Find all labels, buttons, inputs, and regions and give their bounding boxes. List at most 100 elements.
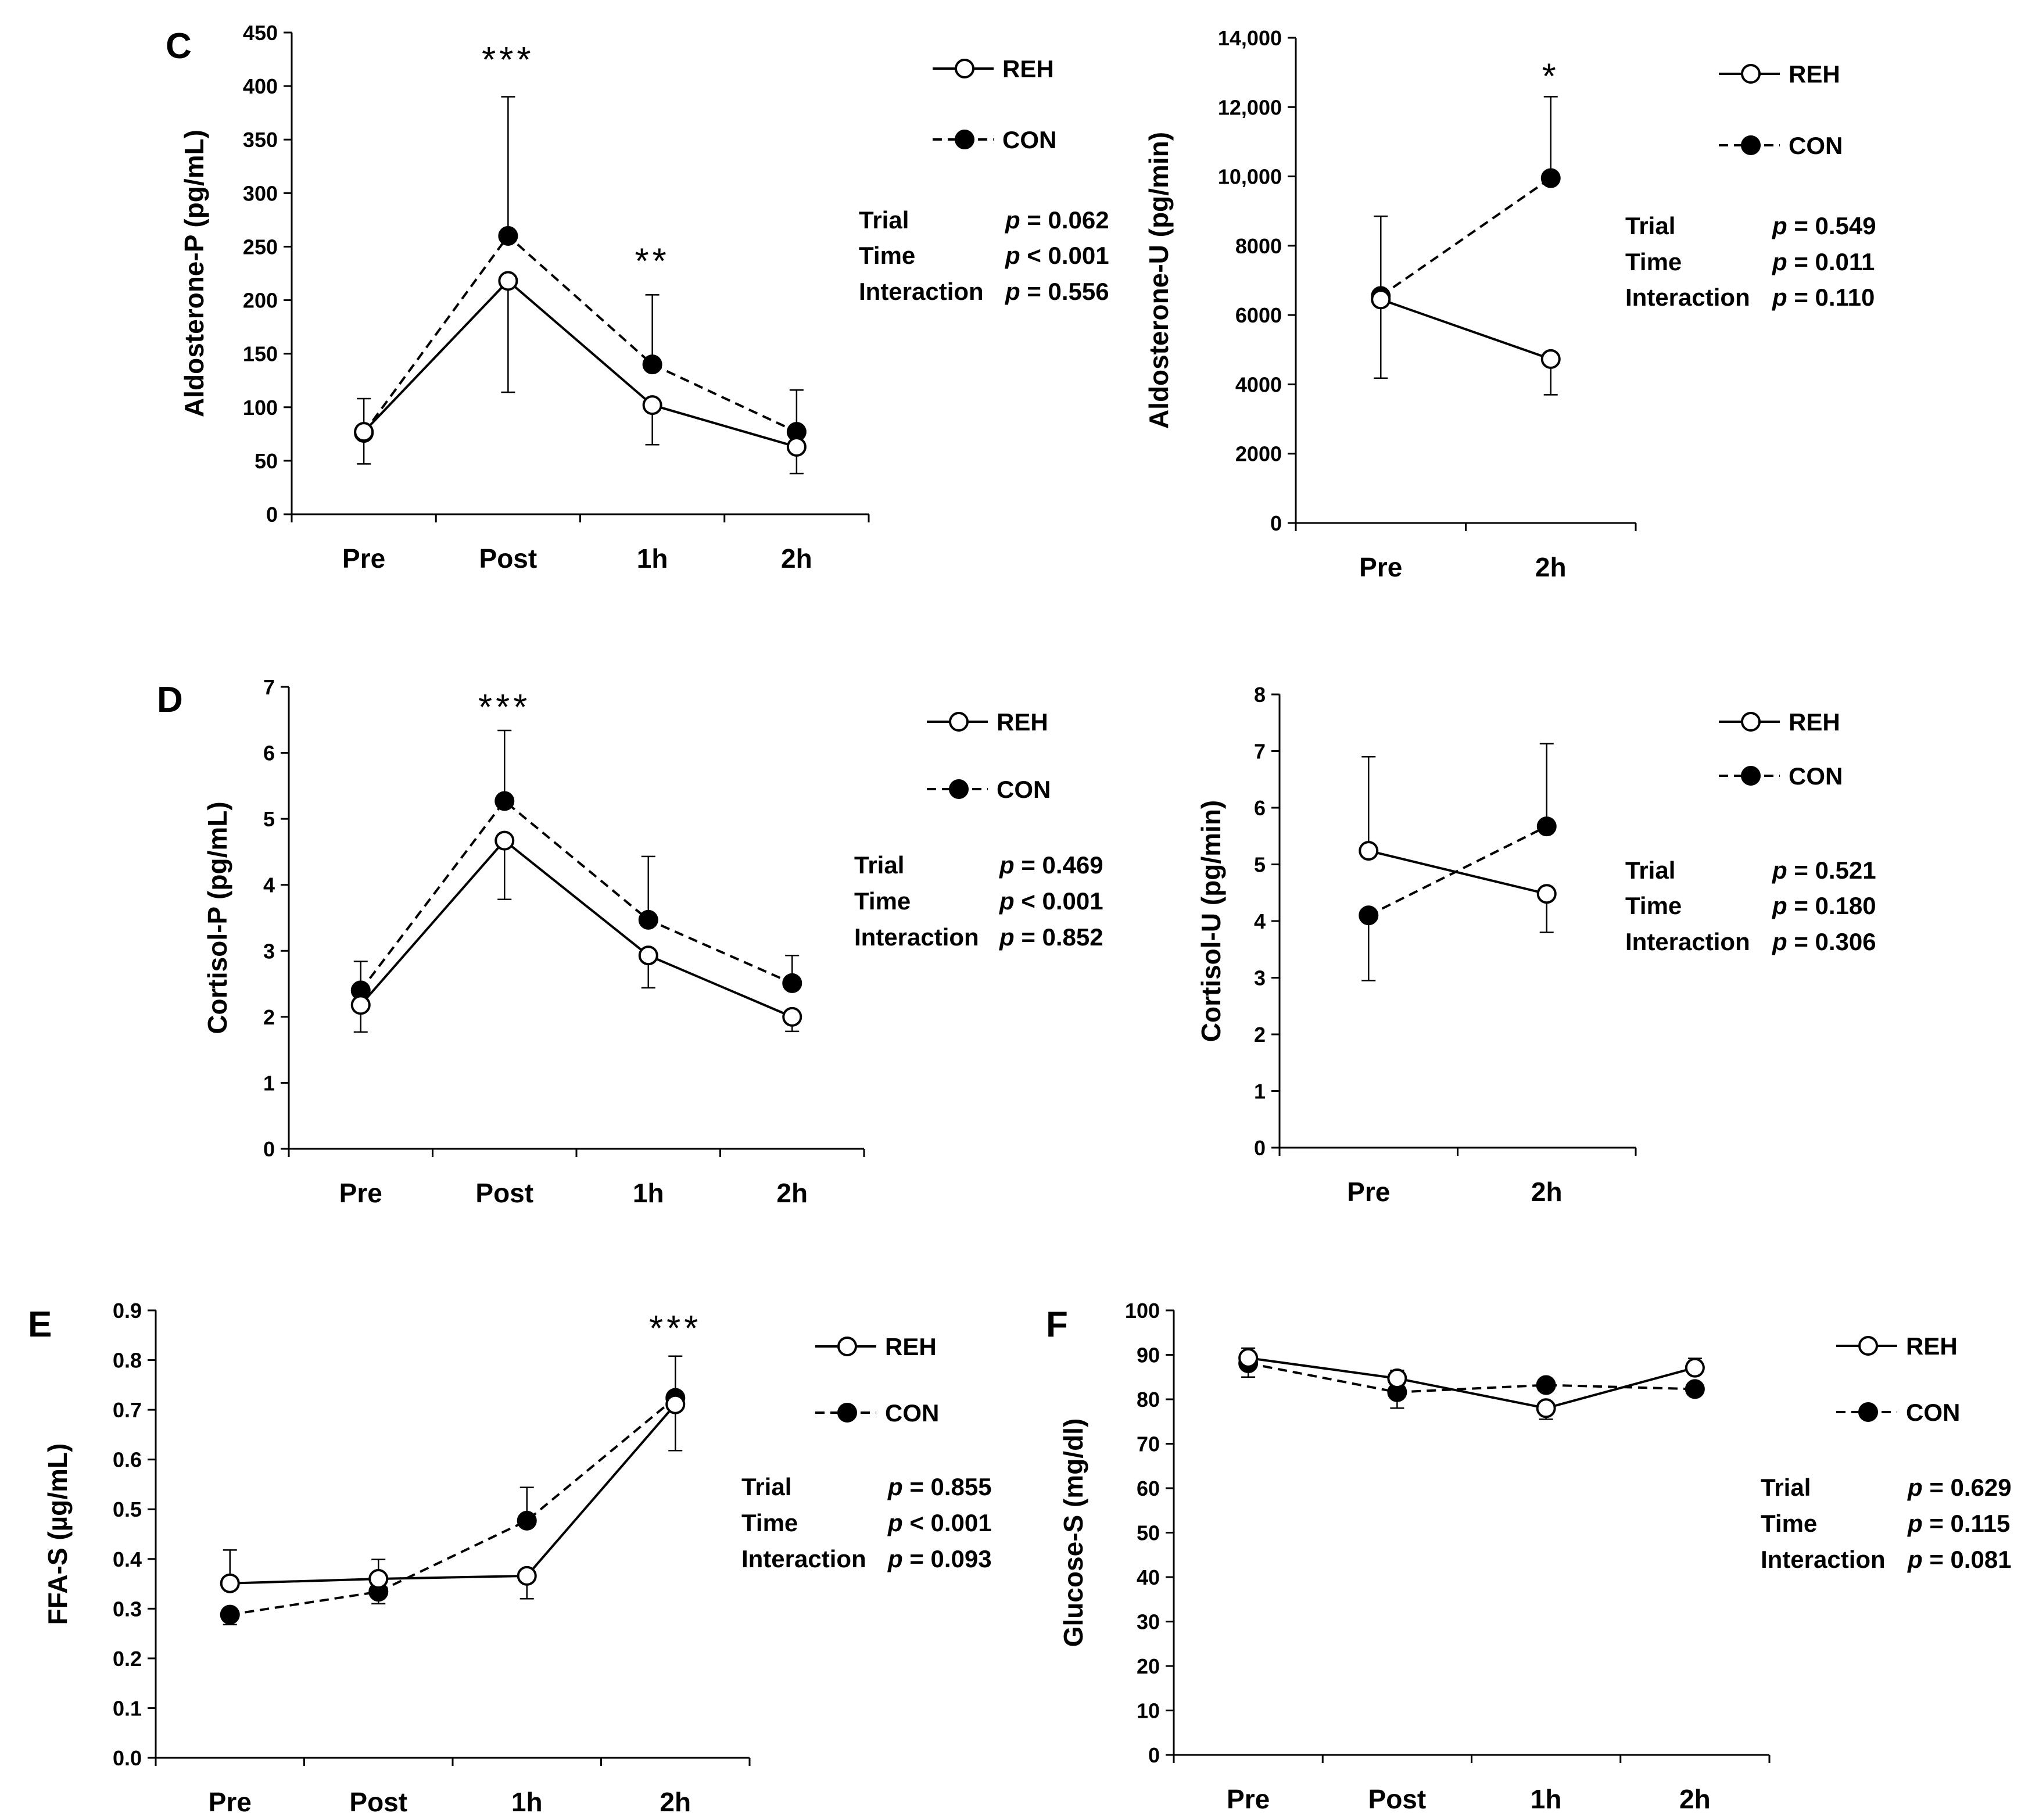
stat-value: p = 0.180 xyxy=(1772,892,1876,919)
series-line-reh xyxy=(1248,1356,1696,1410)
stat-label: Trial xyxy=(741,1473,791,1500)
panel-E: 0.0 0.1 0.2 0.3 0.4 0.5 0.6 0.7 0.8 0.9 Pre Post 1h 2… xyxy=(28,1299,992,1817)
y-tick-label: 1 xyxy=(263,1071,275,1095)
x-category-label: Pre xyxy=(1359,552,1402,582)
x-category-label: Pre xyxy=(1227,1784,1270,1814)
x-category-label: 2h xyxy=(776,1178,808,1208)
x-category-label: 2h xyxy=(1531,1177,1563,1207)
y-tick-label: 0.9 xyxy=(113,1299,142,1323)
panel-u3: 0 1 2 3 4 5 6 7 8 Pre 2h Cortisol-U (pg/min) REH CON T… xyxy=(1196,683,1876,1207)
y-tick-label: 20 xyxy=(1137,1654,1160,1678)
y-tick-label: 300 xyxy=(243,181,278,205)
x-category-label: 1h xyxy=(633,1178,664,1208)
y-tick-label: 0 xyxy=(1254,1136,1266,1160)
legend-marker-reh xyxy=(1741,712,1761,732)
stat-label: Interaction xyxy=(1625,928,1750,955)
legend-marker-reh xyxy=(949,712,969,732)
series-line-con xyxy=(363,234,797,434)
stat-label: Time xyxy=(1761,1510,1817,1537)
panel-u1: 0 2000 4000 6000 8000 10,000 12,000 14,000 Pre 2h… xyxy=(1144,26,1876,582)
y-tick-label: 14,000 xyxy=(1218,26,1282,50)
y-tick-label: 400 xyxy=(243,74,278,98)
data-point-reh xyxy=(1536,884,1557,904)
stat-value: p < 0.001 xyxy=(887,1509,992,1536)
legend-marker-reh xyxy=(955,59,974,78)
y-tick-label: 40 xyxy=(1137,1565,1160,1589)
legend-label: REH xyxy=(885,1333,937,1360)
data-point-reh xyxy=(782,1006,802,1027)
stat-value: p = 0.855 xyxy=(887,1473,992,1500)
legend-label: CON xyxy=(1789,132,1843,159)
data-point-reh xyxy=(642,395,662,415)
legend-marker-reh xyxy=(1741,64,1761,84)
y-tick-label: 6 xyxy=(263,741,275,765)
stat-label: Interaction xyxy=(741,1545,866,1572)
y-tick-label: 50 xyxy=(1137,1521,1160,1545)
x-category-label: Post xyxy=(479,543,537,574)
x-category-label: 2h xyxy=(660,1787,691,1817)
y-tick-label: 0 xyxy=(1270,511,1282,535)
y-tick-label: 10,000 xyxy=(1218,165,1282,189)
series-line-con xyxy=(1368,825,1547,917)
series-line-reh xyxy=(230,1403,676,1585)
y-tick-label: 0.5 xyxy=(113,1497,142,1521)
legend-marker-con xyxy=(837,1403,857,1423)
stat-label: Interaction xyxy=(854,923,979,951)
data-point-con xyxy=(782,973,802,993)
legend-label: CON xyxy=(885,1399,939,1427)
y-tick-label: 0.6 xyxy=(113,1448,142,1472)
y-tick-label: 7 xyxy=(263,675,275,699)
y-tick-label: 250 xyxy=(243,235,278,259)
data-point-con xyxy=(1536,1375,1556,1395)
legend-marker-reh xyxy=(1858,1336,1878,1356)
data-point-reh xyxy=(665,1394,686,1414)
stat-label: Interaction xyxy=(1761,1546,1886,1573)
panel-F: 0 10 20 30 40 50 60 70 80 90 100 Pre Post 1h 2h Glucose… xyxy=(1046,1299,2012,1814)
stat-value: p = 0.521 xyxy=(1772,857,1876,884)
y-tick-label: 0.4 xyxy=(113,1547,142,1571)
legend-marker-con xyxy=(1858,1402,1878,1422)
legend-marker-reh xyxy=(837,1337,857,1356)
x-category-label: 1h xyxy=(1531,1784,1562,1814)
y-tick-label: 5 xyxy=(1254,853,1266,877)
y-axis-label: Cortisol-P (pg/mL) xyxy=(202,801,232,1034)
stat-label: Interaction xyxy=(1625,284,1750,311)
legend-label: CON xyxy=(1906,1399,1960,1426)
legend-label: REH xyxy=(1002,55,1054,83)
data-point-con xyxy=(1685,1379,1705,1399)
stat-value: p = 0.306 xyxy=(1772,928,1876,955)
stat-label: Trial xyxy=(1625,212,1675,239)
y-axis-label: Glucose-S (mg/dl) xyxy=(1058,1418,1088,1647)
data-point-reh xyxy=(638,945,658,966)
y-tick-label: 4 xyxy=(263,873,275,897)
stat-value: p < 0.001 xyxy=(999,887,1103,915)
series-line-reh xyxy=(1380,298,1551,360)
y-tick-label: 30 xyxy=(1137,1610,1160,1634)
stat-label: Time xyxy=(1625,248,1682,275)
y-tick-label: 8000 xyxy=(1235,234,1282,258)
y-tick-label: 350 xyxy=(243,128,278,152)
data-point-con xyxy=(1536,816,1557,837)
y-tick-label: 0 xyxy=(266,503,278,526)
stat-value: p = 0.093 xyxy=(887,1545,992,1572)
y-tick-label: 0.0 xyxy=(113,1746,142,1770)
legend-marker-con xyxy=(955,130,974,149)
y-axis-label: Aldosterone-P (pg/mL) xyxy=(179,130,209,417)
y-tick-label: 50 xyxy=(255,449,278,473)
data-point-reh xyxy=(494,830,515,851)
stat-value: p = 0.852 xyxy=(999,923,1103,951)
stat-label: Trial xyxy=(859,206,909,234)
x-category-label: Pre xyxy=(342,543,385,574)
legend-label: REH xyxy=(1906,1332,1958,1360)
stat-value: p = 0.115 xyxy=(1907,1510,2010,1537)
significance-marker: ** xyxy=(635,241,669,281)
y-tick-label: 70 xyxy=(1137,1432,1160,1456)
stat-label: Time xyxy=(741,1509,798,1536)
data-point-reh xyxy=(1371,289,1391,310)
legend-label: CON xyxy=(1002,126,1056,153)
y-tick-label: 4 xyxy=(1254,909,1266,933)
legend-label: REH xyxy=(1789,708,1840,736)
panel-letter: C xyxy=(166,26,192,66)
y-tick-label: 2 xyxy=(1254,1023,1266,1047)
data-point-reh xyxy=(517,1565,537,1586)
